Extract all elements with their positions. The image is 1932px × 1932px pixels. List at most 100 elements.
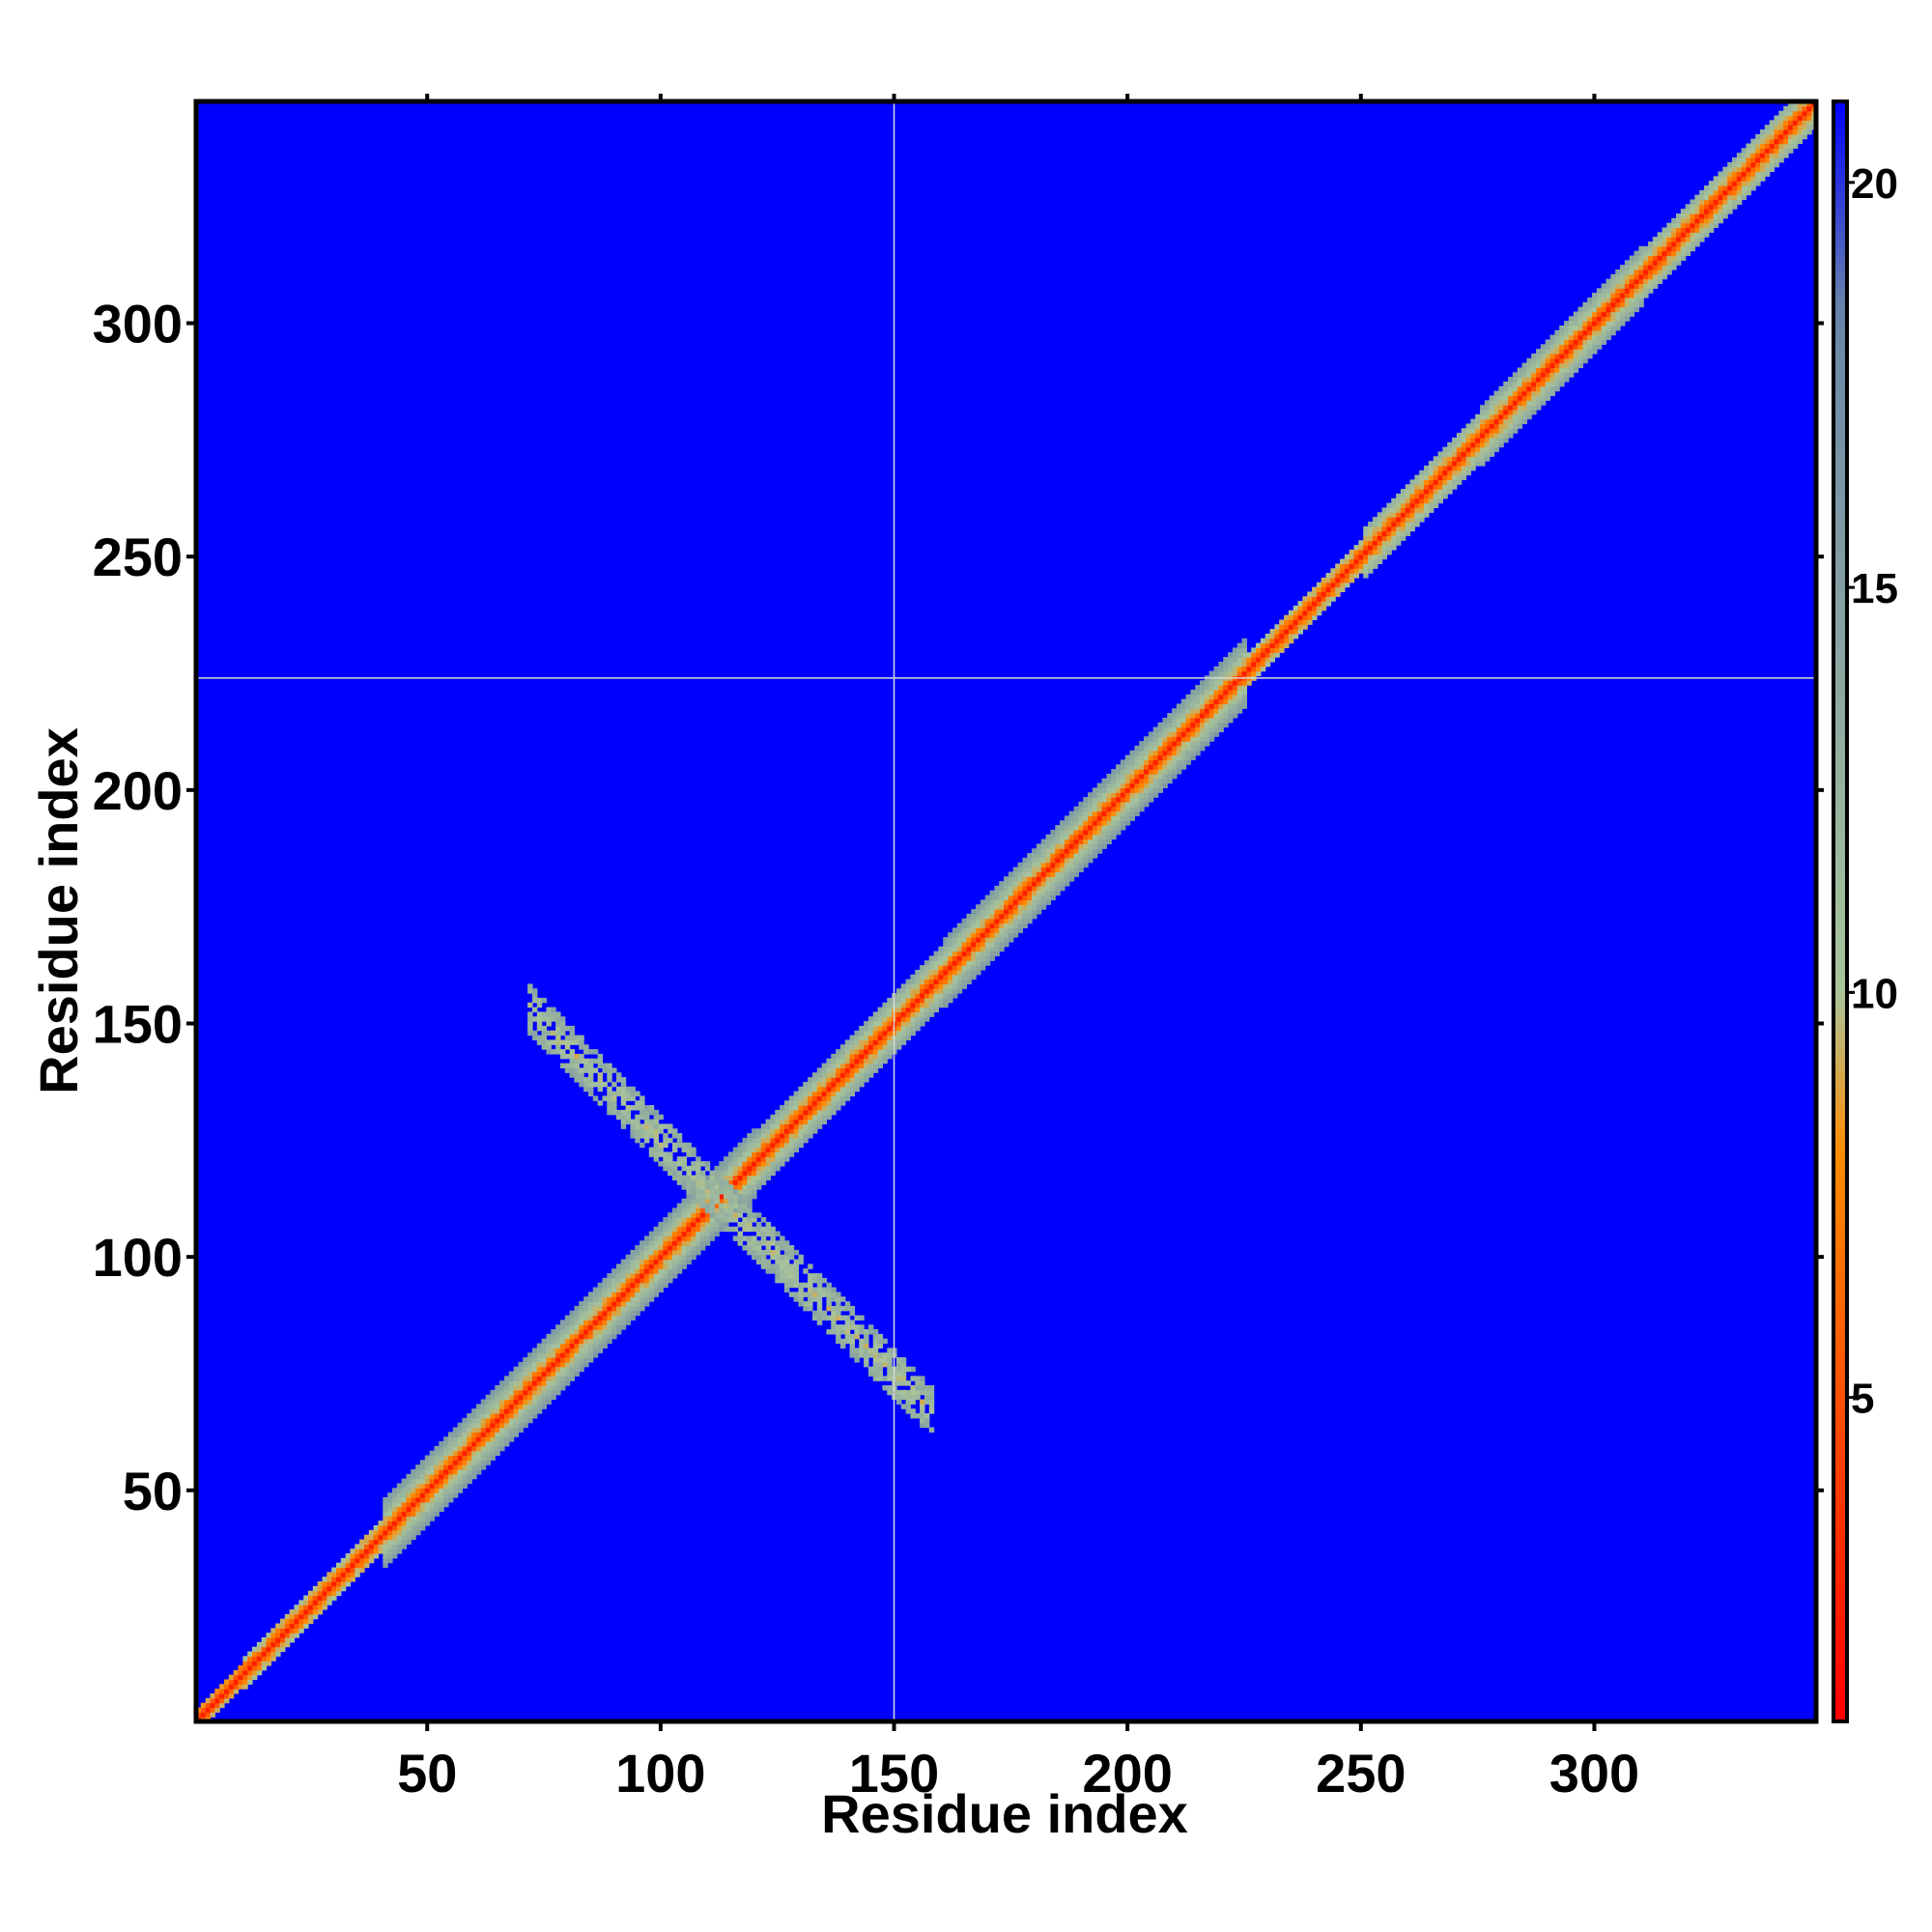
contact-cell	[574, 1315, 580, 1321]
contact-cell	[836, 1338, 841, 1345]
contact-cell	[527, 1016, 533, 1022]
contact-cell	[1180, 698, 1187, 705]
contact-cell	[1236, 661, 1243, 668]
contact-cell	[531, 1371, 538, 1377]
contact-cell	[663, 1156, 668, 1162]
contact-cell	[639, 1287, 645, 1293]
contact-cell	[1223, 713, 1229, 719]
contact-cell	[452, 1436, 459, 1442]
contact-cell	[839, 1053, 846, 1060]
contact-cell	[1391, 521, 1397, 527]
contact-cell	[1718, 209, 1723, 214]
contact-cell	[630, 1133, 636, 1139]
contact-cell	[1414, 517, 1420, 523]
contact-cell	[620, 1119, 627, 1124]
contact-cell	[844, 1044, 851, 1050]
contact-cell	[419, 1473, 426, 1480]
contact-cell	[1036, 853, 1042, 859]
contact-cell	[724, 1179, 729, 1185]
contact-cell	[607, 1282, 612, 1289]
contact-cell	[765, 1268, 772, 1274]
contact-cell	[1060, 820, 1065, 826]
contact-cell	[1036, 857, 1042, 864]
contact-cell	[536, 1399, 543, 1405]
contact-cell	[1213, 722, 1219, 728]
contact-cell	[1321, 605, 1327, 611]
contact-cell	[905, 983, 912, 989]
contact-cell	[686, 1226, 692, 1233]
contact-cell	[1045, 890, 1052, 896]
contact-cell	[541, 1376, 548, 1381]
contact-cell	[699, 1184, 706, 1190]
contact-cell	[910, 1007, 916, 1012]
contact-cell	[803, 1109, 809, 1116]
contact-cell	[1452, 461, 1458, 467]
contact-cell	[564, 1352, 571, 1358]
contact-cell	[905, 1404, 912, 1409]
contact-cell	[952, 969, 958, 976]
contact-cell	[798, 1109, 804, 1116]
contact-cell	[1657, 232, 1663, 238]
contact-cell	[811, 1277, 818, 1284]
contact-cell	[424, 1464, 431, 1470]
contact-cell	[569, 1361, 576, 1368]
contact-cell	[671, 1254, 678, 1261]
contact-cell	[1172, 708, 1178, 714]
contact-cell	[611, 1296, 617, 1302]
contact-cell	[971, 909, 977, 915]
contact-cell	[816, 1273, 823, 1279]
contact-cell	[266, 1651, 271, 1657]
contact-cell	[816, 1081, 823, 1088]
contact-cell	[574, 1338, 580, 1345]
contact-cell	[345, 1553, 352, 1559]
contact-cell	[793, 1249, 800, 1256]
x-axis: 50 100 150 200 250 300	[397, 94, 1639, 1804]
contact-cell	[933, 960, 940, 966]
contact-cell	[1045, 867, 1052, 873]
contact-cell	[597, 1320, 604, 1325]
contact-cell	[699, 1221, 706, 1228]
contact-cell	[1246, 657, 1252, 663]
contact-cell	[760, 1264, 767, 1269]
contact-cell	[915, 993, 921, 999]
contact-cell	[1372, 554, 1378, 560]
contact-cell	[770, 1128, 776, 1134]
contact-cell	[551, 1333, 556, 1340]
contact-cell	[905, 1002, 912, 1009]
contact-cell	[681, 1254, 688, 1261]
contact-cell	[523, 1417, 528, 1424]
contact-cell	[877, 1025, 884, 1032]
contact-cell	[1465, 451, 1471, 457]
contact-cell	[1437, 451, 1443, 457]
contact-cell	[1792, 105, 1799, 112]
contact-cell	[1526, 385, 1532, 392]
contact-cell	[555, 1025, 561, 1032]
contact-cell	[648, 1109, 655, 1116]
contact-cell	[546, 1039, 552, 1045]
contact-cell	[775, 1259, 781, 1264]
contact-cell	[639, 1292, 645, 1297]
contact-cell	[1236, 642, 1243, 649]
contact-cell	[1447, 474, 1453, 481]
contact-cell	[615, 1268, 622, 1274]
contact-cell	[1671, 260, 1677, 266]
contact-cell	[653, 1287, 660, 1293]
contact-cell	[1129, 782, 1135, 789]
contact-cell	[1774, 161, 1779, 168]
contact-cell	[536, 1404, 543, 1409]
contact-cell	[508, 1394, 515, 1401]
contact-cell	[1536, 362, 1542, 369]
contact-cell	[1088, 797, 1094, 803]
contact-cell	[788, 1142, 795, 1149]
contact-cell	[737, 1142, 744, 1149]
contact-cell	[971, 951, 977, 957]
contact-cell	[1185, 731, 1191, 737]
contact-cell	[270, 1628, 276, 1634]
contact-cell	[597, 1292, 604, 1297]
contact-cell	[1391, 535, 1397, 541]
contact-cell	[691, 1254, 696, 1261]
contact-cell	[1060, 843, 1065, 849]
contact-cell	[859, 1035, 865, 1040]
contact-cell	[1162, 773, 1168, 780]
contact-cell	[1124, 769, 1131, 775]
